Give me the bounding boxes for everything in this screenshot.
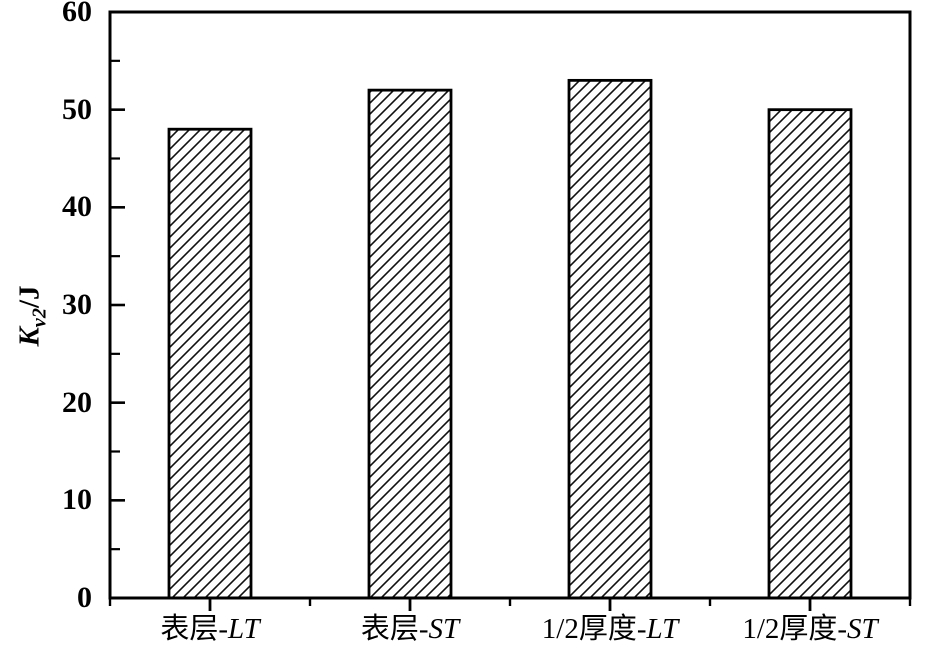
- y-tick-label-60: 60: [62, 0, 92, 28]
- y-tick-label-10: 10: [62, 483, 92, 517]
- bar-0: [167, 127, 253, 600]
- x-category-label-text: 1/2厚度-: [742, 613, 848, 645]
- x-category-label-italic: ST: [428, 613, 460, 645]
- y-axis-title-symbol: K: [13, 327, 46, 347]
- y-tick-label-40: 40: [62, 190, 92, 224]
- bar-1: [367, 88, 453, 600]
- bar-3: [767, 108, 853, 600]
- plot-frame: [108, 10, 912, 600]
- y-tick-label-20: 20: [62, 385, 92, 419]
- y-tick-label-30: 30: [62, 288, 92, 321]
- x-category-label-1: 表层-ST: [290, 612, 530, 647]
- x-category-label-text: 表层-: [160, 613, 228, 645]
- y-tick-label-0: 0: [77, 581, 92, 614]
- x-category-label-2: 1/2厚度-LT: [490, 612, 730, 647]
- x-category-label-3: 1/2厚度-ST: [690, 612, 930, 647]
- x-category-label-0: 表层-LT: [90, 612, 330, 647]
- x-category-label-italic: ST: [847, 613, 878, 645]
- x-category-label-text: 1/2厚度-: [541, 613, 647, 645]
- y-tick-label-50: 50: [62, 92, 92, 126]
- x-category-label-italic: LT: [227, 613, 260, 645]
- x-category-label-text: 表层-: [360, 613, 429, 645]
- bar-2: [567, 78, 653, 600]
- x-category-label-italic: LT: [646, 613, 679, 645]
